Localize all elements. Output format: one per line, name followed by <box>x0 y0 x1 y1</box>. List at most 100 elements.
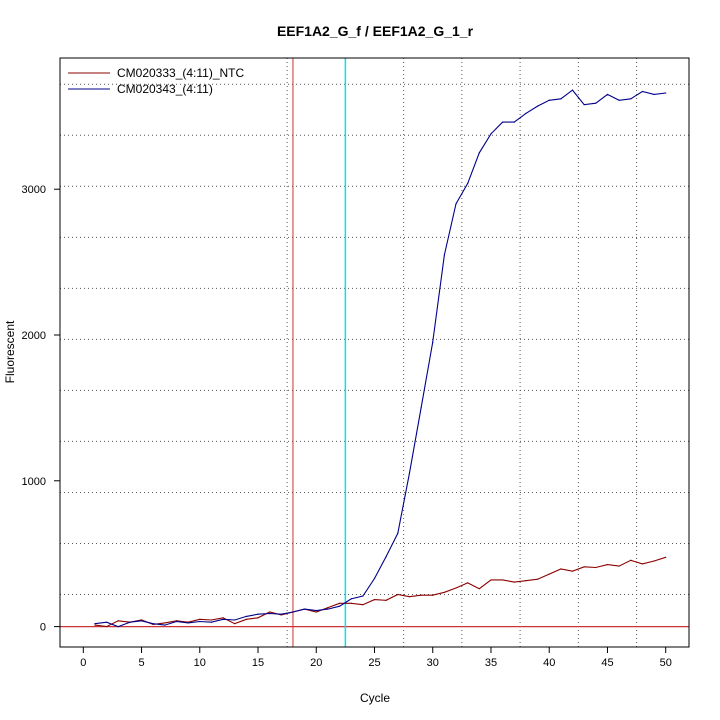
data-point <box>210 619 213 621</box>
data-point <box>630 98 632 100</box>
data-point <box>618 99 620 101</box>
data-point <box>362 604 364 606</box>
data-point <box>455 203 457 205</box>
data-point <box>269 611 271 613</box>
data-point <box>129 621 131 623</box>
data-point <box>105 625 108 628</box>
data-point <box>350 598 352 600</box>
data-point <box>385 599 387 601</box>
data-point <box>187 622 189 624</box>
data-point <box>641 90 644 93</box>
data-point <box>199 618 201 620</box>
x-tick-label: 50 <box>660 657 672 669</box>
data-point <box>606 93 609 96</box>
x-tick-label: 25 <box>368 657 380 669</box>
x-tick-label: 35 <box>485 657 497 669</box>
data-point <box>432 594 434 596</box>
grid <box>60 58 689 647</box>
data-point <box>571 89 574 91</box>
series-lines <box>94 89 667 628</box>
data-point <box>583 566 585 568</box>
x-tick-label: 10 <box>194 657 206 669</box>
data-point <box>304 608 306 610</box>
data-point <box>641 563 644 565</box>
data-point <box>140 620 143 622</box>
x-tick-label: 40 <box>543 657 555 669</box>
x-axis-ticks: 0 5 10 15 20 25 30 35 40 45 50 <box>80 647 672 669</box>
y-tick-label: 2000 <box>22 330 46 342</box>
data-point <box>525 112 527 115</box>
data-point <box>432 341 434 343</box>
data-point <box>502 579 504 581</box>
cycle-markers <box>60 58 689 647</box>
data-point <box>548 99 550 101</box>
data-point <box>502 121 504 123</box>
data-point <box>665 92 667 94</box>
data-point <box>420 407 422 409</box>
data-point <box>315 609 317 612</box>
data-point <box>455 587 457 589</box>
data-point <box>164 622 166 624</box>
data-point <box>548 573 550 575</box>
x-tick-label: 0 <box>80 657 86 669</box>
series-line-1 <box>94 556 666 628</box>
data-point <box>653 560 655 562</box>
y-tick-label: 1000 <box>22 476 46 488</box>
data-point <box>536 578 539 580</box>
chart-title: EEF1A2_G_f / EEF1A2_G_1_r <box>277 23 474 39</box>
data-point <box>478 588 480 590</box>
data-point <box>245 618 247 620</box>
data-point <box>467 182 469 184</box>
data-point <box>362 595 364 597</box>
x-tick-label: 20 <box>310 657 322 669</box>
x-tick-label: 5 <box>138 657 144 669</box>
data-point <box>338 605 341 607</box>
data-point <box>467 582 469 584</box>
data-point <box>350 602 352 604</box>
data-point <box>373 577 376 580</box>
data-point <box>245 615 247 617</box>
data-point <box>164 624 166 626</box>
data-point <box>385 556 387 558</box>
data-point <box>513 121 515 123</box>
x-axis-label: Cycle <box>360 691 390 705</box>
data-point <box>443 591 445 593</box>
data-point <box>94 623 96 625</box>
data-point <box>397 532 399 534</box>
data-point <box>525 580 527 582</box>
data-point <box>234 623 236 625</box>
data-point <box>536 105 539 107</box>
data-point <box>257 613 259 615</box>
data-point <box>420 594 422 596</box>
legend: CM020333_(4:11)_NTC CM020343_(4:11) <box>68 66 245 96</box>
x-tick-label: 45 <box>601 657 613 669</box>
data-point <box>397 593 399 596</box>
data-point <box>222 617 224 619</box>
legend-label-series-1: CM020333_(4:11)_NTC <box>117 66 245 80</box>
data-point <box>595 102 597 104</box>
data-point <box>373 599 376 601</box>
data-point <box>199 620 201 623</box>
data-point <box>338 602 341 604</box>
data-point <box>571 570 574 572</box>
data-point <box>560 98 562 100</box>
y-tick-label: 3000 <box>22 184 46 196</box>
data-point <box>606 564 609 566</box>
data-point <box>117 620 119 622</box>
y-axis-label: Fluorescent <box>3 320 17 383</box>
x-tick-label: 15 <box>252 657 264 669</box>
legend-label-series-2: CM020343_(4:11) <box>117 82 213 96</box>
data-point <box>665 556 667 558</box>
data-point <box>478 152 480 154</box>
data-point <box>210 621 213 623</box>
data-point <box>269 612 271 615</box>
data-point <box>443 254 445 256</box>
data-point <box>280 613 282 615</box>
data-point <box>292 611 294 613</box>
data-point <box>315 611 317 613</box>
data-point <box>105 621 108 623</box>
data-point <box>408 596 411 598</box>
data-point <box>408 472 411 475</box>
